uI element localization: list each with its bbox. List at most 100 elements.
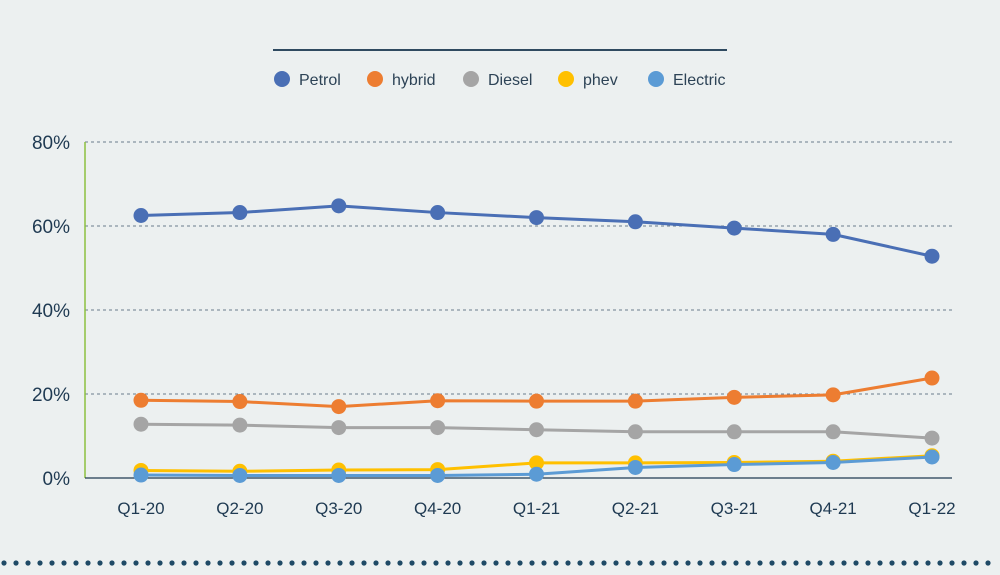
footer-dot xyxy=(457,560,463,566)
footer-dot xyxy=(565,560,571,566)
footer-dot xyxy=(589,560,595,566)
footer-dot xyxy=(757,560,763,566)
data-point xyxy=(627,214,643,230)
x-tick-label: Q1-20 xyxy=(117,499,164,518)
data-point xyxy=(133,208,149,223)
footer-dot xyxy=(241,560,247,566)
footer-dot xyxy=(145,560,151,566)
x-tick-label: Q1-21 xyxy=(513,499,560,518)
data-point xyxy=(430,467,446,483)
footer-dot xyxy=(721,560,727,566)
data-point xyxy=(924,449,940,465)
data-point xyxy=(726,389,742,405)
footer-dot xyxy=(181,560,187,566)
legend-label: hybrid xyxy=(392,72,436,89)
footer-dot xyxy=(877,560,883,566)
footer-dot xyxy=(985,560,991,566)
footer-dot xyxy=(409,560,415,566)
data-point xyxy=(331,399,347,415)
x-tick-label: Q3-20 xyxy=(315,499,362,518)
data-point xyxy=(232,467,248,483)
footer-dot xyxy=(217,560,223,566)
data-point xyxy=(331,198,347,214)
data-point xyxy=(924,248,940,264)
footer-dot xyxy=(529,560,535,566)
series-group xyxy=(133,198,940,483)
data-point xyxy=(430,393,446,409)
data-point xyxy=(825,226,841,242)
footer-dot xyxy=(961,560,967,566)
footer-dot xyxy=(289,560,295,566)
footer-dot xyxy=(349,560,355,566)
data-point xyxy=(232,394,248,410)
footer-dot xyxy=(805,560,811,566)
footer-dot xyxy=(733,560,739,566)
data-point xyxy=(825,424,841,440)
series-diesel xyxy=(133,416,940,446)
footer-dot xyxy=(397,560,403,566)
footer-dot xyxy=(925,560,931,566)
footer-dot xyxy=(769,560,775,566)
series-petrol xyxy=(133,198,940,264)
footer-dot xyxy=(1,560,7,566)
legend-item-hybrid: hybrid xyxy=(367,71,436,89)
footer-dot xyxy=(637,560,643,566)
data-point xyxy=(627,424,643,440)
data-point xyxy=(133,416,149,432)
footer-dot xyxy=(85,560,91,566)
data-point xyxy=(924,370,940,386)
footer-dot xyxy=(97,560,103,566)
data-point xyxy=(232,205,248,221)
legend-item-petrol: Petrol xyxy=(274,71,341,89)
data-point xyxy=(627,460,643,475)
footer-dot xyxy=(13,560,19,566)
footer-dot xyxy=(889,560,895,566)
data-point xyxy=(627,393,643,409)
footer-dot xyxy=(73,560,79,566)
x-tick-label: Q2-21 xyxy=(612,499,659,518)
x-axis-ticks: Q1-20 Q2-20 Q3-20 Q4-20 Q1-21 Q2-21 Q3-21 Q4-21… xyxy=(117,499,955,518)
legend-item-phev: phev xyxy=(558,71,618,89)
footer-dot xyxy=(649,560,655,566)
data-point xyxy=(825,454,841,470)
footer-dot xyxy=(205,560,211,566)
x-tick-label: Q3-21 xyxy=(711,499,758,518)
data-point xyxy=(133,392,149,408)
footer-dot xyxy=(745,560,751,566)
data-point xyxy=(529,455,544,471)
footer-dot xyxy=(277,560,283,566)
legend-marker xyxy=(274,71,290,87)
data-point xyxy=(529,393,544,409)
footer-dot xyxy=(685,560,691,566)
footer-dot xyxy=(973,560,979,566)
y-tick-label: 80% xyxy=(32,133,70,154)
footer-dot xyxy=(25,560,31,566)
footer-dot xyxy=(61,560,67,566)
footer-dot xyxy=(613,560,619,566)
footer-dot xyxy=(865,560,871,566)
x-tick-label: Q4-20 xyxy=(414,499,461,518)
footer-dot xyxy=(853,560,859,566)
y-tick-label: 0% xyxy=(43,469,71,490)
data-point xyxy=(726,424,742,440)
footer-dot xyxy=(373,560,379,566)
x-tick-label: Q2-20 xyxy=(216,499,263,518)
footer-dot xyxy=(313,560,319,566)
y-tick-label: 60% xyxy=(32,217,70,238)
footer-dot xyxy=(697,560,703,566)
data-point xyxy=(430,420,446,436)
data-point xyxy=(331,467,347,483)
footer-dot xyxy=(949,560,955,566)
footer-dot xyxy=(673,560,679,566)
footer-dot xyxy=(325,560,331,566)
legend: Petrol hybrid Diesel phev Electric xyxy=(274,71,725,89)
footer-dot xyxy=(193,560,199,566)
legend-label: phev xyxy=(583,72,618,89)
footer-dot xyxy=(493,560,499,566)
footer-dot xyxy=(229,560,235,566)
footer-dot xyxy=(505,560,511,566)
data-point xyxy=(726,457,742,473)
footer-dot xyxy=(841,560,847,566)
data-point xyxy=(529,422,544,438)
footer-dot xyxy=(433,560,439,566)
